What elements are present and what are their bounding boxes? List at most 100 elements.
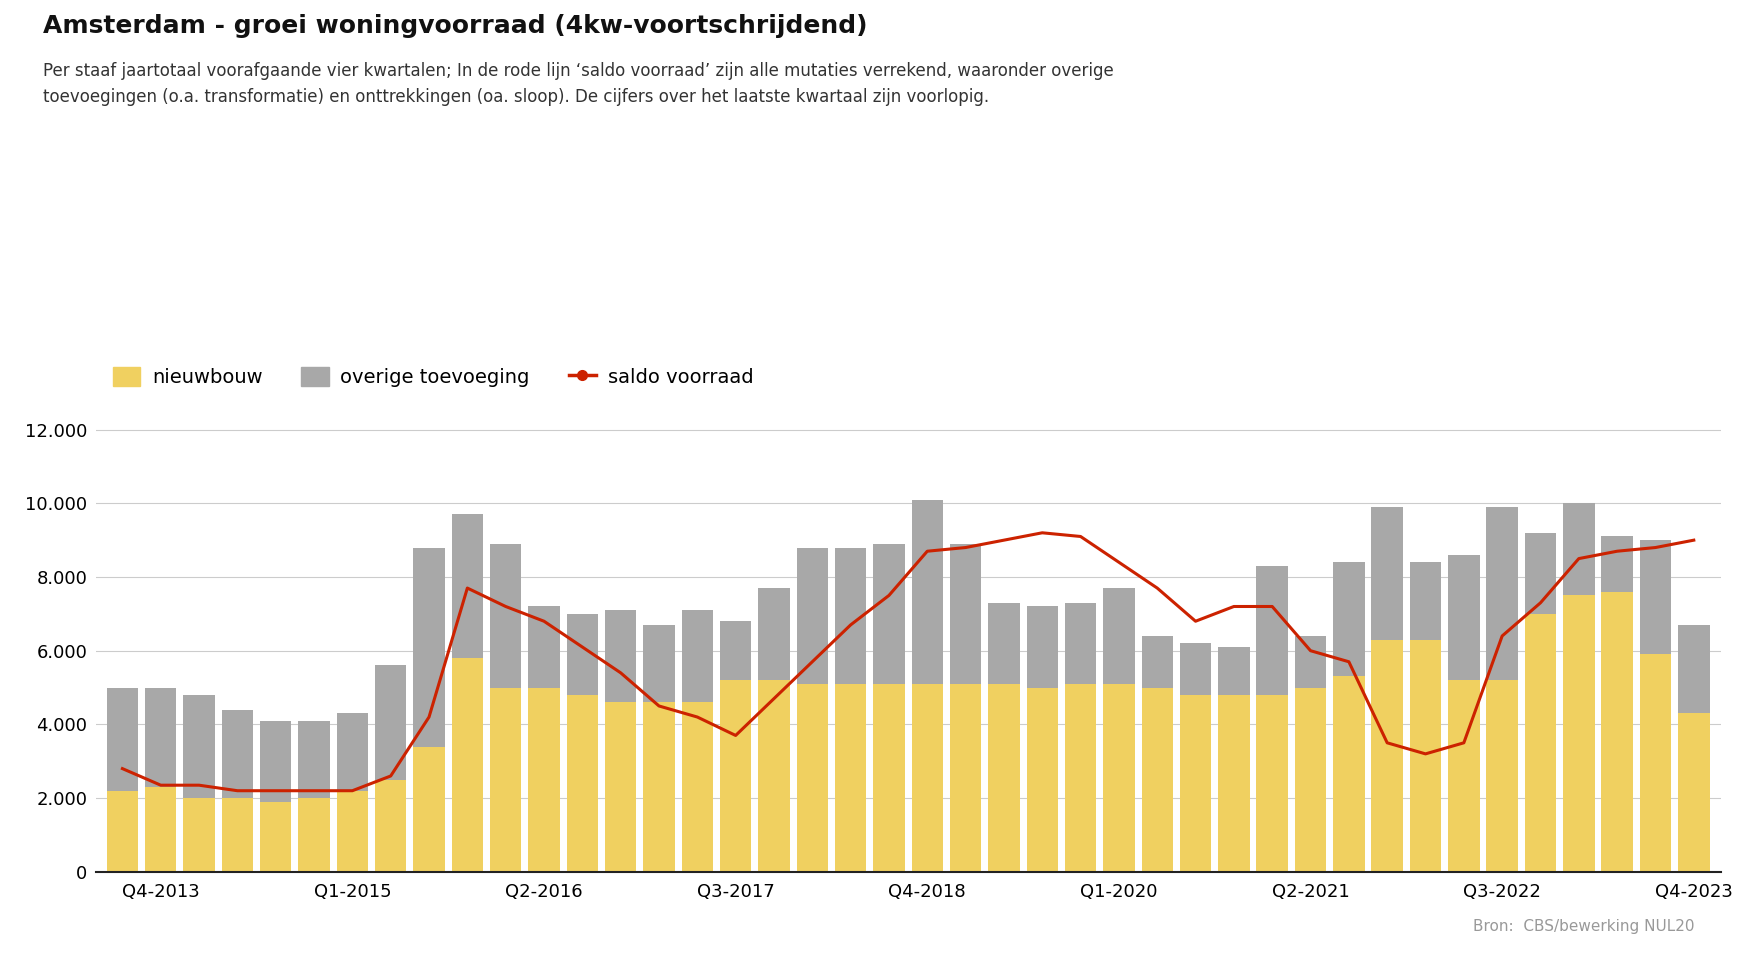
- Bar: [1142, 688, 1173, 872]
- saldo voorraad: [1529, 597, 1550, 608]
- saldo voorraad: [1646, 542, 1667, 554]
- Bar: [643, 625, 674, 702]
- Bar: [1142, 636, 1173, 688]
- Bar: [567, 614, 598, 695]
- Bar: [1104, 684, 1135, 872]
- saldo voorraad: [725, 730, 746, 741]
- Bar: [1524, 533, 1556, 614]
- Bar: [989, 603, 1020, 684]
- Bar: [1218, 647, 1250, 695]
- saldo voorraad: [1684, 535, 1705, 546]
- Bar: [1562, 503, 1594, 596]
- saldo voorraad: [304, 785, 325, 796]
- saldo voorraad: [994, 535, 1015, 546]
- Bar: [605, 702, 636, 872]
- Bar: [1448, 680, 1479, 872]
- Bar: [337, 714, 368, 790]
- saldo voorraad: [1032, 527, 1053, 538]
- Bar: [834, 684, 866, 872]
- saldo voorraad: [1185, 615, 1206, 627]
- Bar: [796, 548, 827, 684]
- Bar: [911, 684, 944, 872]
- Bar: [605, 610, 636, 702]
- Text: Amsterdam - groei woningvoorraad (4kw-voortschrijdend): Amsterdam - groei woningvoorraad (4kw-vo…: [43, 14, 867, 38]
- Bar: [261, 720, 292, 802]
- Bar: [989, 684, 1020, 872]
- Bar: [1410, 640, 1441, 872]
- Bar: [1371, 640, 1403, 872]
- saldo voorraad: [534, 615, 554, 627]
- saldo voorraad: [189, 780, 210, 791]
- Bar: [528, 606, 560, 688]
- Bar: [1333, 676, 1364, 872]
- Bar: [1486, 507, 1517, 680]
- Bar: [1180, 695, 1211, 872]
- Bar: [1027, 688, 1058, 872]
- Bar: [643, 702, 674, 872]
- Bar: [1448, 555, 1479, 680]
- Bar: [1524, 614, 1556, 872]
- saldo voorraad: [763, 693, 784, 704]
- Bar: [567, 695, 598, 872]
- Bar: [1065, 684, 1097, 872]
- Bar: [1257, 566, 1288, 695]
- Bar: [1410, 562, 1441, 640]
- Bar: [1295, 688, 1326, 872]
- saldo voorraad: [687, 711, 707, 722]
- saldo voorraad: [1415, 748, 1436, 760]
- Bar: [872, 544, 905, 684]
- saldo voorraad: [1568, 553, 1589, 564]
- Bar: [1333, 562, 1364, 676]
- Bar: [1180, 644, 1211, 695]
- saldo voorraad: [342, 785, 363, 796]
- Bar: [490, 688, 521, 872]
- Line: saldo voorraad: saldo voorraad: [122, 533, 1695, 790]
- Bar: [375, 666, 407, 780]
- Bar: [720, 621, 751, 680]
- Bar: [106, 790, 137, 872]
- saldo voorraad: [228, 785, 249, 796]
- Bar: [490, 544, 521, 688]
- saldo voorraad: [1224, 601, 1244, 612]
- saldo voorraad: [457, 582, 478, 594]
- Bar: [222, 798, 254, 872]
- Bar: [452, 514, 483, 658]
- Bar: [758, 588, 789, 680]
- Bar: [299, 720, 330, 798]
- saldo voorraad: [1606, 545, 1627, 557]
- Bar: [299, 798, 330, 872]
- saldo voorraad: [878, 590, 899, 602]
- Bar: [144, 688, 177, 787]
- Bar: [1601, 592, 1634, 872]
- Bar: [872, 684, 905, 872]
- Bar: [375, 780, 407, 872]
- saldo voorraad: [572, 641, 593, 652]
- saldo voorraad: [648, 700, 669, 712]
- Bar: [681, 610, 713, 702]
- saldo voorraad: [839, 619, 860, 630]
- saldo voorraad: [111, 763, 132, 774]
- Bar: [261, 802, 292, 872]
- Bar: [1562, 596, 1594, 872]
- Bar: [758, 680, 789, 872]
- Bar: [720, 680, 751, 872]
- Bar: [1679, 625, 1710, 714]
- saldo voorraad: [1147, 582, 1168, 594]
- Bar: [182, 798, 216, 872]
- Bar: [1601, 536, 1634, 592]
- saldo voorraad: [918, 545, 939, 557]
- Bar: [182, 695, 216, 798]
- saldo voorraad: [1453, 737, 1474, 748]
- Bar: [528, 688, 560, 872]
- saldo voorraad: [1300, 645, 1321, 656]
- saldo voorraad: [419, 711, 440, 722]
- Legend: nieuwbouw, overige toevoeging, saldo voorraad: nieuwbouw, overige toevoeging, saldo voo…: [106, 359, 761, 395]
- Bar: [222, 710, 254, 798]
- Bar: [414, 548, 445, 746]
- Bar: [1371, 507, 1403, 640]
- saldo voorraad: [1338, 656, 1359, 668]
- saldo voorraad: [1109, 557, 1130, 568]
- Bar: [144, 787, 177, 872]
- saldo voorraad: [266, 785, 287, 796]
- Bar: [834, 548, 866, 684]
